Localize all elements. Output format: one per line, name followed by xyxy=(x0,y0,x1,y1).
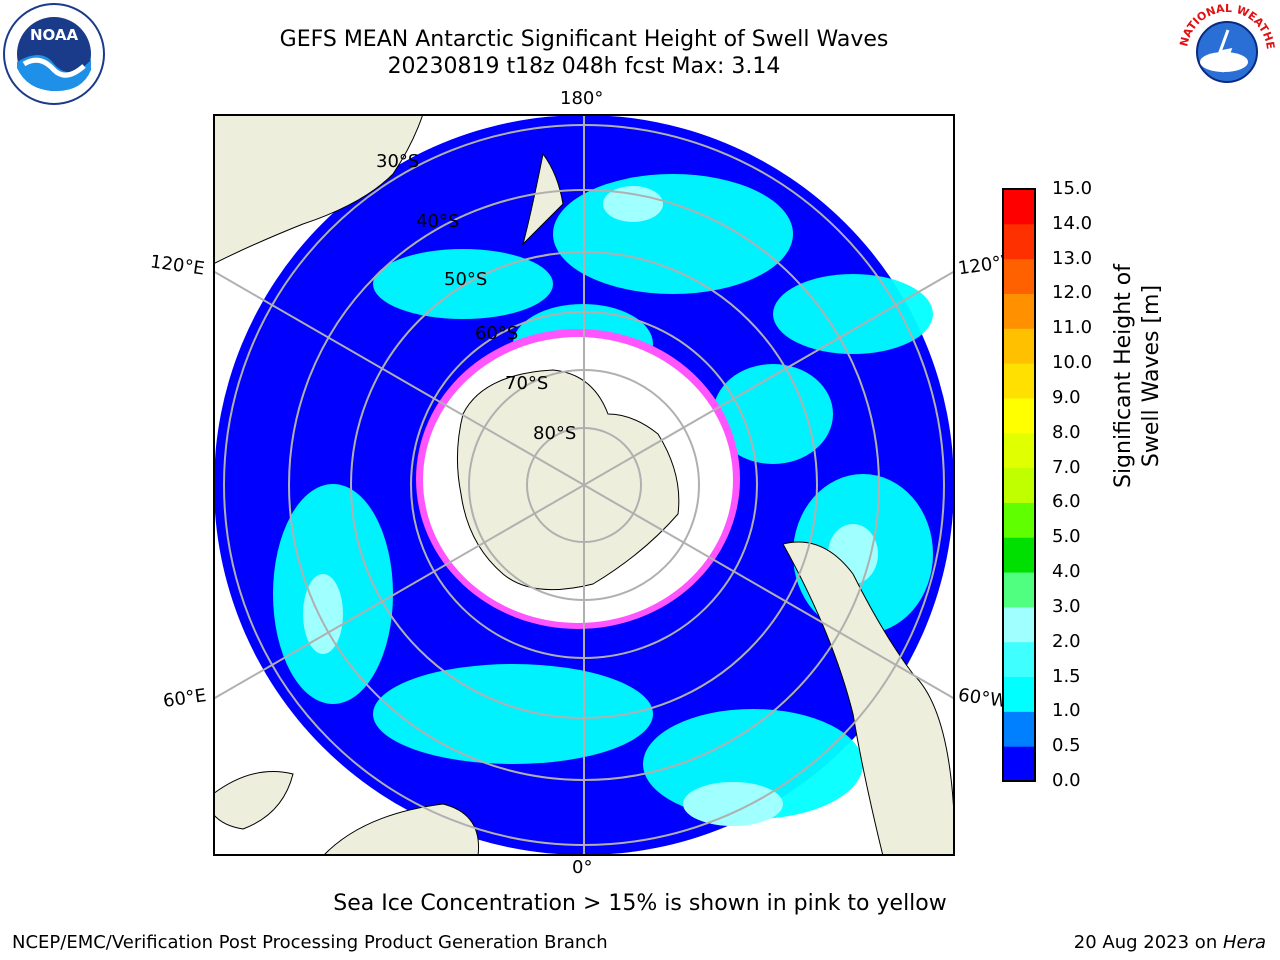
colorbar-segment xyxy=(1003,711,1035,747)
lon-label-0: 0° xyxy=(572,857,593,878)
lat-label-80s: 80°S xyxy=(533,423,577,444)
lon-label-180: 180° xyxy=(560,88,604,109)
colorbar-segment xyxy=(1003,432,1035,469)
colorbar-tick-label: 0.0 xyxy=(1052,770,1081,791)
sea-ice-note: Sea Ice Concentration > 15% is shown in … xyxy=(333,891,947,916)
noaa-logo: NOAA xyxy=(3,3,105,105)
colorbar-segment xyxy=(1003,223,1035,260)
colorbar-tick-label: 10.0 xyxy=(1052,352,1093,374)
footer-date-text: 20 Aug 2023 on xyxy=(1073,932,1223,953)
africa xyxy=(322,803,480,856)
colorbar-segment xyxy=(1003,189,1035,225)
colorbar-segment xyxy=(1003,467,1035,503)
colorbar-tick-label: 1.5 xyxy=(1052,665,1081,687)
chart-title: GEFS MEAN Antarctic Significant Height o… xyxy=(279,27,889,52)
colorbar-segment xyxy=(1003,746,1035,782)
colorbar-tick-label: 6.0 xyxy=(1052,491,1081,513)
svg-text:NOAA: NOAA xyxy=(30,26,79,44)
colorbar-tick-label: 9.0 xyxy=(1052,386,1081,408)
colorbar-tick-label: 5.0 xyxy=(1052,526,1081,548)
colorbar-segment xyxy=(1003,502,1035,538)
antarctica xyxy=(456,369,680,591)
colorbar-tick-label: 15.0 xyxy=(1052,178,1093,199)
longitude-grid xyxy=(213,114,955,856)
chart-subtitle: 20230819 t18z 048h fcst Max: 3.14 xyxy=(387,54,781,79)
swell-high-patches xyxy=(303,186,878,826)
colorbar-segment xyxy=(1003,537,1035,573)
footer-branch: NCEP/EMC/Verification Post Processing Pr… xyxy=(12,932,608,953)
colorbar-tick-label: 11.0 xyxy=(1052,317,1093,339)
nws-logo: NATIONAL WEATHER SERVICE xyxy=(1176,2,1277,100)
lat-label-30s: 30°S xyxy=(376,151,420,172)
footer-date: 20 Aug 2023 on Hera xyxy=(1074,932,1266,953)
colorbar-segment xyxy=(1003,363,1035,399)
colorbar-segment xyxy=(1003,572,1035,608)
colorbar-tick-label: 2.0 xyxy=(1052,630,1081,652)
colorbar-tick-label: 7.0 xyxy=(1052,456,1081,478)
colorbar-tick-label: 3.0 xyxy=(1052,595,1081,617)
lat-label-40s: 40°S xyxy=(416,211,460,232)
australia xyxy=(213,114,424,265)
colorbar-label: Significant Height of Swell Waves [m] xyxy=(1111,263,1164,489)
lat-label-60s: 60°S xyxy=(475,323,519,344)
colorbar xyxy=(1002,188,1036,782)
lon-label-120e: 120°E xyxy=(148,251,206,280)
colorbar-tick-label: 1.0 xyxy=(1052,700,1081,722)
footer-host: Hera xyxy=(1222,932,1266,953)
colorbar-tick-label: 4.0 xyxy=(1052,561,1081,583)
colorbar-segment xyxy=(1003,293,1035,329)
lon-label-60e: 60°E xyxy=(161,685,208,712)
colorbar-tick-label: 12.0 xyxy=(1052,282,1093,304)
madagascar xyxy=(213,771,294,830)
colorbar-segment xyxy=(1003,606,1035,643)
colorbar-segment xyxy=(1003,641,1035,678)
colorbar-segment xyxy=(1003,397,1035,434)
polar-map xyxy=(213,114,955,856)
colorbar-segment xyxy=(1003,258,1035,294)
south-america xyxy=(782,541,955,856)
lat-label-50s: 50°S xyxy=(444,269,488,290)
lat-label-70s: 70°S xyxy=(505,373,549,394)
colorbar-segment xyxy=(1003,676,1035,712)
colorbar-segment xyxy=(1003,328,1035,364)
new-zealand xyxy=(522,152,564,246)
colorbar-tick-label: 0.5 xyxy=(1052,735,1081,757)
colorbar-tick-label: 13.0 xyxy=(1052,247,1093,269)
colorbar-tick-label: 8.0 xyxy=(1052,421,1081,443)
colorbar-tick-label: 14.0 xyxy=(1052,212,1093,234)
